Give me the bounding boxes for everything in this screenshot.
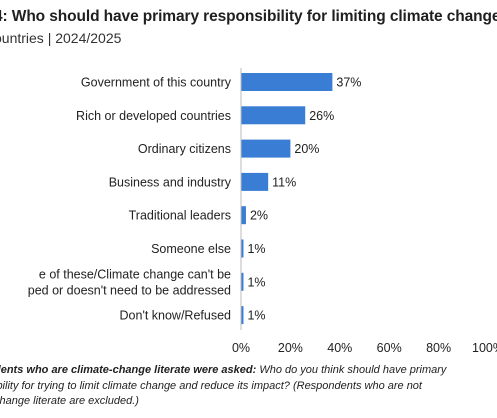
footnote-line-1: dents who are climate-change literate we… (0, 363, 497, 379)
bar-value-label: 11% (272, 175, 296, 189)
x-tick-label: 80% (426, 341, 451, 355)
category-label: ped or doesn't need to be addressed (28, 283, 231, 297)
bar (241, 106, 306, 125)
category-label: Someone else (151, 242, 231, 256)
bars-layer: 37% Government of this country 26% Rich or … (28, 68, 497, 355)
category-label: Government of this country (81, 76, 232, 90)
x-tick-label: 60% (377, 341, 402, 355)
bar (241, 73, 333, 91)
bar-value-label: 1% (247, 242, 265, 256)
x-tick-label: 100% (472, 341, 497, 355)
bar (241, 172, 269, 191)
bar-value-label: 37% (336, 76, 361, 90)
category-label: Don't know/Refused (120, 309, 232, 323)
bar (241, 139, 291, 158)
chart-title: 4: Who should have primary responsibilit… (0, 8, 497, 25)
bar (241, 239, 244, 258)
category-label: Traditional leaders (129, 209, 231, 223)
category-label: Business and industry (109, 175, 232, 189)
bar (241, 306, 244, 325)
footnote-line-1-rest: Who do you think should have primary (256, 364, 447, 376)
bar-value-label: 1% (247, 309, 265, 323)
bar-value-label: 1% (247, 275, 265, 289)
footnote: dents who are climate-change literate we… (0, 363, 497, 410)
bar-value-label: 2% (250, 209, 268, 223)
footnote-line-2: ibility for trying to limit climate chan… (0, 379, 422, 392)
footnote-line-3: change literate are excluded.) (0, 395, 139, 407)
chart-subtitle: ountries | 2024/2025 (0, 30, 122, 46)
x-tick-label: 40% (327, 341, 352, 355)
category-label: Rich or developed countries (76, 109, 231, 123)
x-tick-label: 0% (232, 341, 250, 355)
category-label: e of these/Climate change can't be (39, 267, 231, 281)
bar (241, 206, 246, 225)
bar-value-label: 20% (294, 142, 319, 156)
bar-chart: 37% Government of this country 26% Rich or … (28, 68, 497, 355)
category-label: Ordinary citizens (138, 142, 231, 156)
bar-value-label: 26% (309, 109, 334, 123)
x-tick-label: 20% (278, 341, 303, 355)
bar (241, 272, 244, 291)
footnote-lead: dents who are climate-change literate we… (0, 364, 257, 376)
